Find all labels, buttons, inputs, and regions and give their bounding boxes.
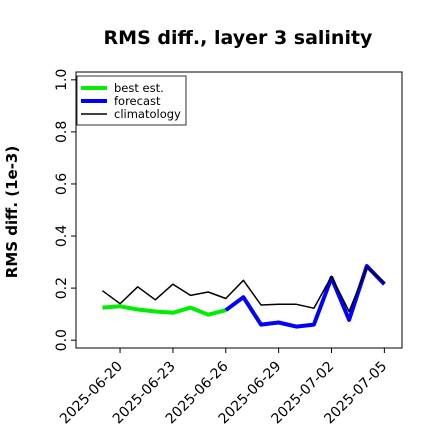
y-axis-label: RMS diff. (1e-3) [3, 146, 21, 278]
legend-label: forecast [114, 94, 161, 108]
x-axis: 2025-06-202025-06-232025-06-262025-06-29… [57, 348, 390, 427]
series-line-best-est [102, 304, 227, 317]
y-tick-label: 0.6 [54, 173, 70, 195]
plot-frame [75, 71, 403, 349]
legend-label: climatology [114, 107, 181, 121]
series-line-forecast [224, 264, 386, 329]
y-tick-label: 0.0 [54, 329, 70, 351]
series-line-climatology [101, 266, 385, 313]
legend-label: best est. [114, 81, 164, 95]
y-tick-label: 0.4 [54, 225, 70, 247]
y-tick-label: 0.2 [54, 277, 70, 299]
y-tick-label: 0.8 [54, 121, 70, 143]
y-tick-label: 1.0 [54, 69, 70, 91]
y-axis: 0.0 0.2 0.4 0.6 0.8 1.0 [54, 69, 76, 351]
chart-title: RMS diff., layer 3 salinity [104, 27, 374, 49]
series-layer [101, 264, 386, 329]
